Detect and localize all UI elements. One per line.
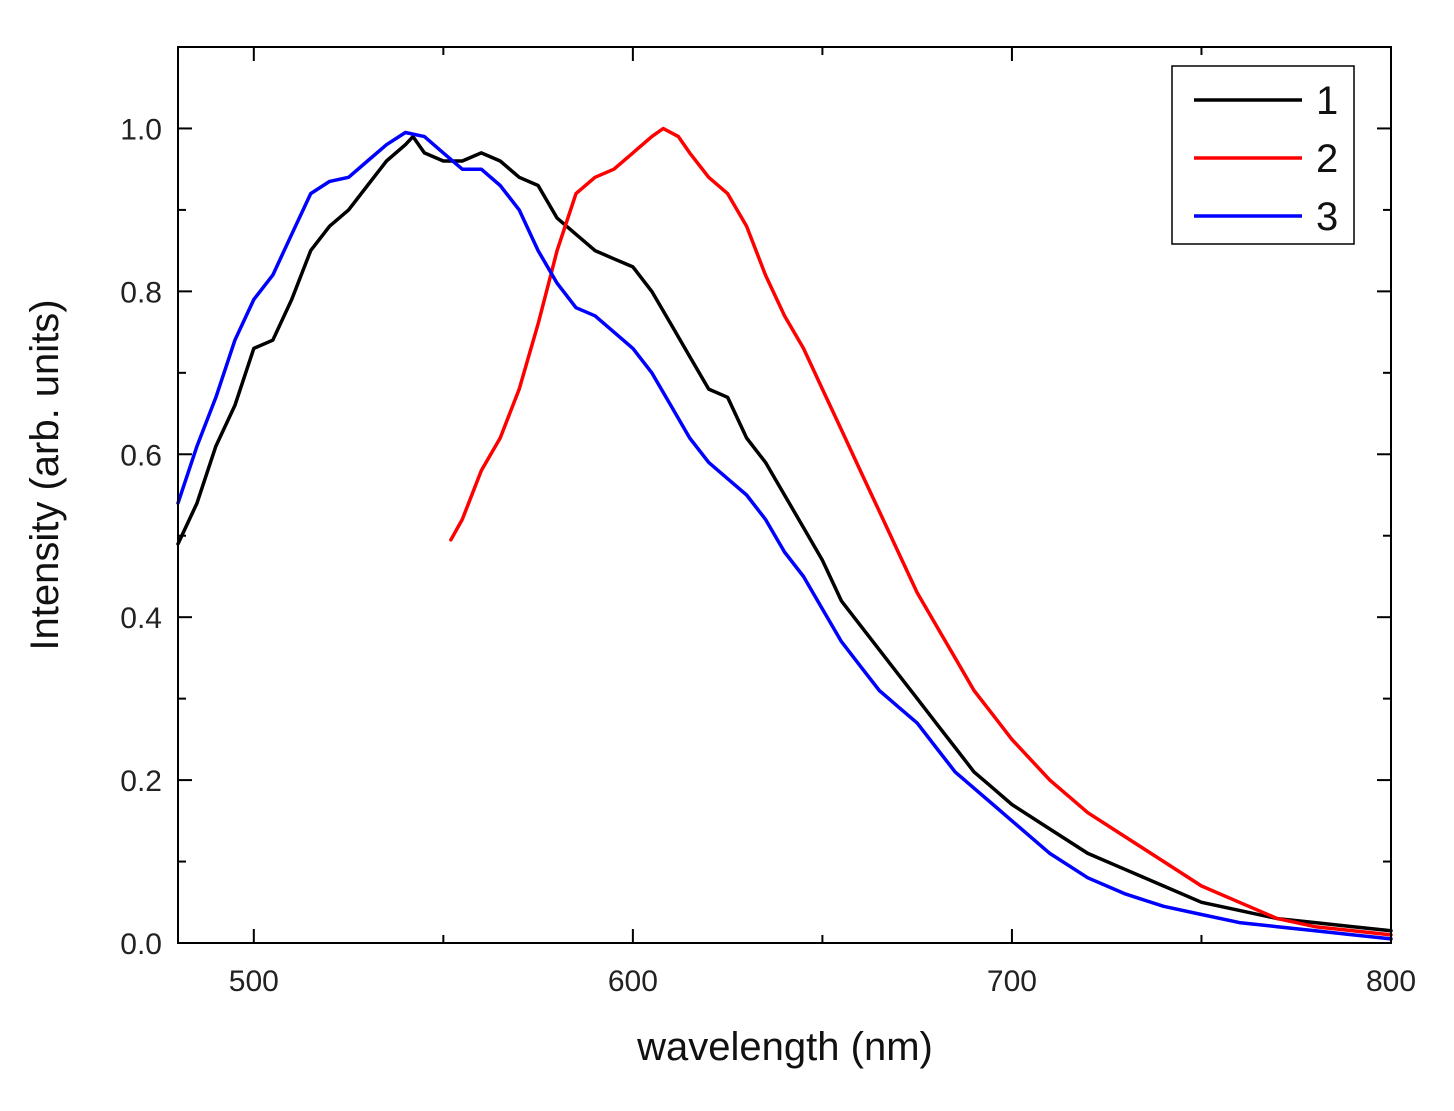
series-lines [176, 126, 1393, 941]
legend-label-2: 2 [1316, 137, 1338, 181]
series-line-1 [176, 134, 1393, 933]
series-line-2 [449, 126, 1393, 937]
x-tick-label: 800 [1366, 965, 1416, 998]
plot-frame [177, 46, 1392, 944]
x-minor-ticks [442, 47, 1203, 943]
legend-label-3: 3 [1316, 195, 1338, 239]
x-tick-label: 600 [608, 965, 658, 998]
y-tick-label: 0.6 [120, 439, 162, 472]
x-tick-label: 500 [229, 965, 279, 998]
y-tick-label: 0.8 [120, 276, 162, 309]
x-axis-ticks: 500 600 700 800 [229, 47, 1416, 998]
y-tick-label: 1.0 [120, 113, 162, 146]
series-line-3 [176, 130, 1393, 941]
y-tick-label: 0.4 [120, 602, 162, 635]
legend: 1 2 3 [1171, 65, 1355, 245]
legend-label-1: 1 [1316, 79, 1338, 123]
y-axis-title: Intensity (arb. units) [23, 299, 67, 650]
y-tick-label: 0.2 [120, 765, 162, 798]
y-tick-label: 0.0 [120, 928, 162, 961]
x-axis-title: wavelength (nm) [636, 1025, 933, 1069]
y-axis-ticks: 0.0 0.2 0.4 0.6 0.8 1.0 [120, 113, 1391, 961]
x-tick-label: 700 [987, 965, 1037, 998]
